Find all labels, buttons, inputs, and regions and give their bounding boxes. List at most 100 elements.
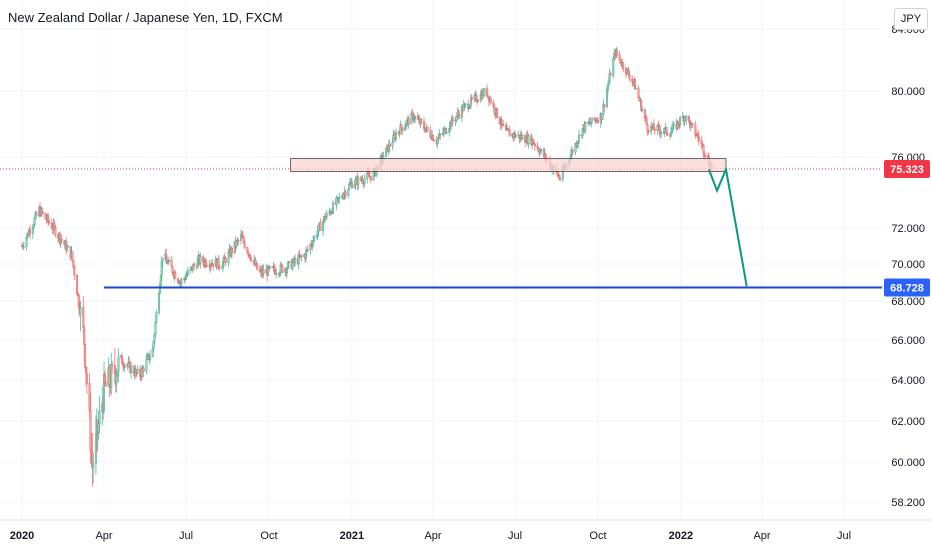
price-tick-label: 60.000 xyxy=(891,457,925,469)
candle-body xyxy=(140,367,143,377)
candle-body xyxy=(317,224,320,232)
price-tick-label: 58.200 xyxy=(891,497,925,509)
candle-body xyxy=(502,124,505,126)
candle-body xyxy=(445,132,448,134)
candle-body xyxy=(224,258,227,263)
chart-title: New Zealand Dollar / Japanese Yen, 1D, F… xyxy=(8,10,283,25)
candle-body xyxy=(679,117,682,125)
candle-body xyxy=(350,182,353,189)
annotations xyxy=(0,158,882,289)
price-badges: 75.323 68.728 xyxy=(884,160,930,297)
candle-body xyxy=(584,122,587,131)
current-price-badge-label: 75.323 xyxy=(890,164,924,176)
target-price-badge-label: 68.728 xyxy=(890,283,924,295)
candle-body xyxy=(432,140,435,142)
time-tick-label: Jul xyxy=(837,530,851,542)
candle-body xyxy=(167,259,170,263)
candle-body xyxy=(186,270,189,275)
candle-body xyxy=(540,149,543,152)
time-tick-label: Oct xyxy=(589,530,606,542)
candle-body xyxy=(300,255,303,257)
candle-body xyxy=(414,116,417,120)
candle-body xyxy=(596,120,599,123)
candle-body xyxy=(218,266,221,268)
candle-body xyxy=(249,257,252,262)
candle-body xyxy=(603,104,606,107)
candle-body xyxy=(161,258,164,262)
candle-body xyxy=(521,135,524,139)
candle-body xyxy=(262,269,265,274)
candle-body xyxy=(622,62,625,69)
candle-body xyxy=(348,184,351,190)
candle-body xyxy=(205,265,208,267)
price-axis[interactable]: 84.00080.00076.00072.00070.00068.00066.0… xyxy=(882,0,932,520)
candle-body xyxy=(256,263,259,270)
candle-body xyxy=(357,177,360,186)
candle-body xyxy=(493,105,496,113)
candle-body xyxy=(243,242,246,248)
time-tick-label: 2020 xyxy=(10,530,34,542)
candle-body xyxy=(439,134,442,136)
candle-body xyxy=(85,373,88,384)
candle-body xyxy=(615,50,618,56)
price-tick-label: 80.000 xyxy=(891,86,925,98)
price-tick-label: 68.000 xyxy=(891,296,925,308)
candle-body xyxy=(35,212,38,216)
candle-body xyxy=(697,136,700,141)
candle-body xyxy=(704,154,707,157)
candle-body xyxy=(559,178,562,180)
candle-body xyxy=(145,359,148,372)
candle-body xyxy=(391,142,394,147)
candle-body xyxy=(60,239,63,241)
candle-body xyxy=(672,123,675,126)
time-tick-label: Oct xyxy=(260,530,277,542)
candle-body xyxy=(148,356,151,360)
candle-body xyxy=(404,126,407,131)
candle-body xyxy=(199,256,202,264)
candle-body xyxy=(275,273,278,275)
candle-body xyxy=(666,133,669,135)
time-tick-label: Jul xyxy=(179,530,193,542)
candle-body xyxy=(193,264,196,267)
candle-body xyxy=(489,98,492,104)
candle-body xyxy=(395,133,398,139)
candle-body xyxy=(313,236,316,241)
candle-body xyxy=(158,293,161,313)
candle-body xyxy=(111,364,114,366)
currency-button[interactable]: JPY xyxy=(894,8,928,30)
candle-body xyxy=(477,100,480,102)
candle-body xyxy=(54,226,57,236)
time-tick-label: Apr xyxy=(95,530,112,542)
candle-body xyxy=(82,307,85,328)
candle-body xyxy=(628,75,631,80)
candle-body xyxy=(647,130,650,133)
time-tick-label: Jul xyxy=(508,530,522,542)
candle-body xyxy=(92,462,95,469)
candle-body xyxy=(533,143,536,147)
candle-body xyxy=(669,132,672,137)
candle-body xyxy=(48,221,51,224)
candle-body xyxy=(420,119,423,123)
candle-body xyxy=(41,212,44,214)
candle-body xyxy=(400,124,403,129)
price-tick-label: 72.000 xyxy=(891,223,925,235)
candle-body xyxy=(344,191,347,196)
resistance-zone xyxy=(290,158,727,172)
time-axis[interactable]: 2020 Apr Jul Oct 2021 Apr Jul Oct 2022 Apr Jul xyxy=(0,519,932,542)
candle-body xyxy=(98,411,101,424)
candle-body xyxy=(268,266,271,269)
candle-body xyxy=(22,246,25,248)
candle-body xyxy=(388,143,391,147)
candle-body xyxy=(634,88,637,90)
candle-body xyxy=(104,382,107,387)
candle-body xyxy=(325,212,328,218)
candle-body xyxy=(486,88,489,97)
time-tick-label: Apr xyxy=(753,530,770,542)
candle-body xyxy=(451,117,454,122)
candles xyxy=(21,46,713,487)
candle-body xyxy=(407,118,410,125)
candle-body xyxy=(170,259,173,267)
candle-body xyxy=(287,260,290,263)
candle-body xyxy=(363,178,366,184)
